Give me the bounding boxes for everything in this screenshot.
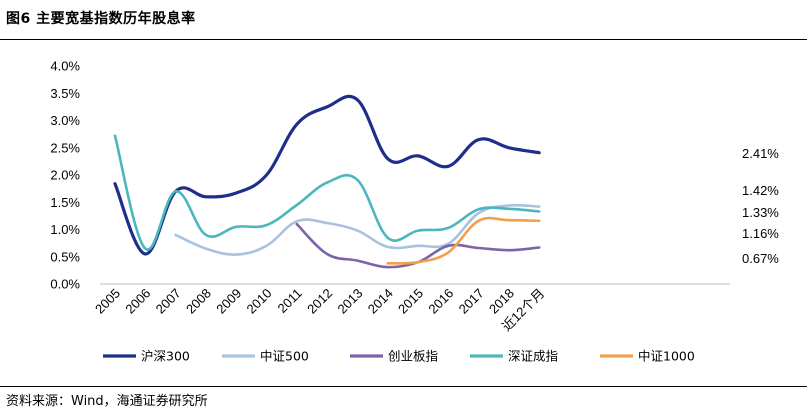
y-tick-label: 0.0% [50,277,80,292]
x-tick-label: 2005 [92,286,123,317]
end-value-label: 1.33% [742,205,779,220]
x-tick-label: 2008 [183,286,214,317]
series-line-1 [174,203,541,256]
y-tick-label: 2.5% [50,140,80,155]
end-value-label: 1.16% [742,226,779,241]
y-tick-label: 1.0% [50,222,80,237]
figure-title: 图6 主要宽基指数历年股息率 [6,11,196,27]
series-line-3 [113,134,541,251]
y-tick-label: 4.0% [50,59,80,74]
end-labels: 2.41% 1.42% 1.33% 1.16% 0.67% [742,146,779,266]
x-tick-label: 2009 [213,286,244,317]
chart-legend: 沪深300 中证500 创业板指 深证成指 中证1000 [103,349,695,364]
x-tick-label: 2012 [304,286,335,317]
end-value-label: 0.67% [742,251,779,266]
series-line-4 [386,216,541,265]
x-tick-label: 2017 [456,286,487,317]
x-tick-label: 2015 [395,286,426,317]
x-tick-label: 2014 [365,286,396,317]
y-tick-label: 1.5% [50,195,80,210]
legend-label: 中证1000 [638,349,695,364]
x-tick-label: 2010 [244,286,275,317]
legend-label: 创业板指 [388,349,438,364]
legend-label: 中证500 [260,349,309,364]
legend-label: 沪深300 [141,349,190,364]
y-tick-label: 2.0% [50,168,80,183]
end-value-label: 1.42% [742,183,779,198]
legend-label: 深证成指 [508,349,558,364]
series-line-0 [113,94,541,256]
series-layer [113,94,541,269]
dividend-yield-chart: 0.0% 0.5% 1.0% 1.5% 2.0% 2.5% 3.0% 3.5% 4.0% 2005… [50,59,779,364]
x-tick-label: 2007 [153,286,184,317]
x-tick-label: 2006 [122,286,153,317]
source-note: 资料来源：Wind，海通证券研究所 [6,394,208,409]
x-tick-label: 2013 [334,286,365,317]
y-tick-label: 0.5% [50,249,80,264]
y-tick-label: 3.0% [50,113,80,128]
source-rule [0,386,807,387]
title-rule [0,39,807,40]
x-tick-label: 2011 [275,286,305,316]
end-value-label: 2.41% [742,146,779,161]
chart-axes: 0.0% 0.5% 1.0% 1.5% 2.0% 2.5% 3.0% 3.5% 4.0% 2005… [50,59,730,334]
x-tick-label: 2016 [425,286,456,317]
y-tick-label: 3.5% [50,86,80,101]
